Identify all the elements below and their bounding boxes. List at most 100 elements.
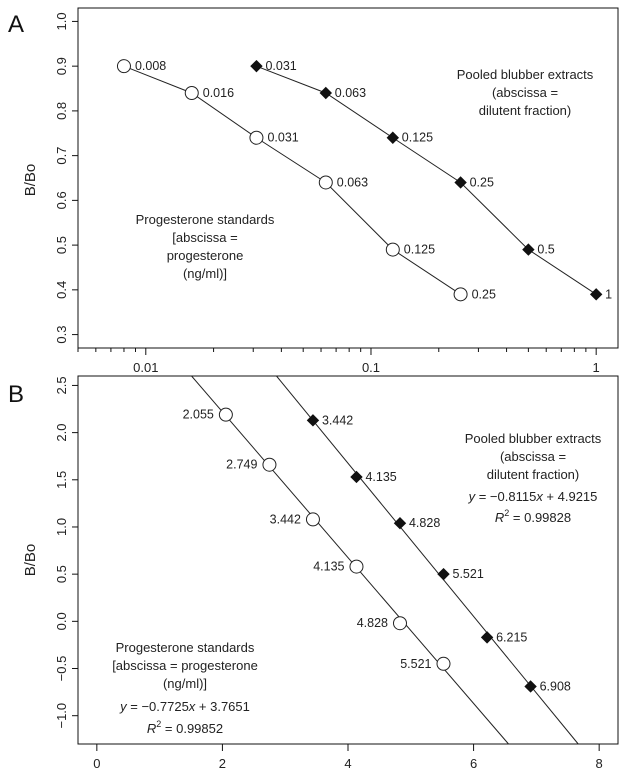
- panel-b-standards-equation: y = −0.7725x + 3.7651: [119, 699, 250, 714]
- b-series-1: 2.055 2.749 3.442 4.135 4.828 5.521: [183, 375, 509, 745]
- b-x-tick-label: 4: [344, 756, 351, 771]
- b-series-2: 3.442 4.135 4.828 5.521 6.215 6.908: [276, 375, 579, 745]
- panel-a-standards-line-4: (ng/ml)]: [183, 266, 227, 281]
- panel-b-standards-line-1: Progesterone standards: [116, 640, 255, 655]
- b-point-label: 5.521: [400, 657, 431, 671]
- b-y-tick-label: −1.0: [54, 703, 69, 729]
- b-filled-diamond-point: [306, 414, 320, 427]
- a-y-tick-label: 0.6: [54, 191, 69, 209]
- b-open-circle-point: [305, 512, 320, 527]
- b-filled-diamond-point: [480, 631, 494, 644]
- b-filled-diamond-point: [393, 516, 407, 530]
- panel-b-blubber-annotation: Pooled blubber extracts (abscissa = dilu…: [465, 431, 602, 525]
- a-filled-diamond-point: [250, 59, 263, 73]
- panel-b-y-axis-label: B/Bo: [22, 544, 39, 577]
- panel-a-standards-line-3: progesterone: [167, 248, 244, 263]
- a-point-label: 0.031: [267, 131, 298, 145]
- a-point-label: 0.5: [537, 243, 554, 257]
- b-open-circle-point: [436, 656, 451, 671]
- a-point-label: 0.25: [470, 175, 494, 189]
- a-point-label: 0.125: [404, 243, 435, 257]
- b-y-tick-label: 1.0: [54, 518, 69, 536]
- panel-a: A B/Bo 0.3 0.4 0.5 0.6 0.7 0.8 0.9 1.0 0.01 0.1 1…: [8, 7, 619, 375]
- a-series-line: [123, 65, 461, 295]
- panel-b-blubber-line-3: dilutent fraction): [487, 467, 580, 482]
- a-point-label: 0.063: [337, 175, 368, 189]
- a-x-tick-label: 0.1: [362, 360, 380, 375]
- a-point-label: 0.063: [335, 86, 366, 100]
- b-open-circle-point: [392, 616, 407, 631]
- panel-b-standards-r-squared: R2 = 0.99852: [147, 719, 223, 736]
- a-series-1: 0.008 0.016 0.031 0.063 0.125 0.25: [116, 59, 496, 302]
- panel-a-blubber-annotation: Pooled blubber extracts (abscissa = dilu…: [457, 67, 594, 118]
- b-point-label: 2.055: [183, 408, 214, 422]
- a-point-label: 0.008: [135, 59, 166, 73]
- b-open-circle-point: [218, 407, 233, 422]
- a-open-circle-point: [184, 86, 199, 100]
- a-point-label: 0.25: [472, 287, 496, 301]
- panel-b-series: 2.055 2.749 3.442 4.135 4.828 5.521 3.442 4.135…: [183, 375, 579, 745]
- b-point-label: 5.521: [453, 567, 484, 581]
- b-point-label: 3.442: [322, 413, 353, 427]
- b-filled-diamond-point: [350, 470, 363, 484]
- panel-b-blubber-r-squared: R2 = 0.99828: [495, 508, 571, 525]
- panel-a-blubber-line-3: dilutent fraction): [479, 103, 572, 118]
- b-x-tick-label: 6: [470, 756, 477, 771]
- a-y-tick-label: 0.9: [54, 57, 69, 75]
- a-x-tick-label: 1: [593, 360, 600, 375]
- a-open-circle-point: [249, 130, 264, 145]
- b-point-label: 4.135: [365, 470, 396, 484]
- panel-a-series: 0.0080.0160.0310.0630.1250.250.0310.0630…: [116, 59, 612, 302]
- b-point-label: 2.749: [226, 458, 257, 472]
- a-series-line: [256, 65, 597, 295]
- panel-a-plot-frame: [77, 7, 619, 349]
- a-filled-diamond-point: [319, 86, 333, 100]
- panel-a-standards-line-2: [abscissa =: [172, 230, 237, 245]
- panel-b-blubber-equation: y = −0.8115x + 4.9215: [468, 489, 598, 504]
- b-point-label: 4.828: [409, 516, 440, 530]
- panel-a-letter: A: [8, 11, 24, 38]
- panel-b-letter: B: [8, 381, 24, 408]
- panel-b-y-ticks: −1.0 −0.5 0.0 0.5 1.0 1.5 2.0 2.5: [54, 376, 78, 729]
- a-open-circle-point: [116, 59, 131, 74]
- a-filled-diamond-point: [386, 131, 400, 144]
- b-y-tick-label: 2.0: [54, 424, 69, 442]
- a-open-circle-point: [385, 242, 400, 257]
- a-open-circle-point: [453, 287, 468, 302]
- a-y-tick-label: 0.3: [54, 326, 69, 344]
- a-y-tick-label: 0.4: [54, 281, 69, 299]
- panel-a-blubber-line-1: Pooled blubber extracts: [457, 67, 594, 82]
- a-point-label: 0.125: [402, 131, 433, 145]
- b-point-label: 6.908: [540, 679, 571, 693]
- panel-b-standards-annotation: Progesterone standards [abscissa = proge…: [112, 640, 258, 736]
- a-series-2: 0.031 0.063 0.125 0.25 0.5 1: [250, 59, 612, 301]
- a-x-tick-label: 0.01: [133, 360, 158, 375]
- b-filled-diamond-point: [437, 567, 450, 581]
- a-filled-diamond-point: [522, 243, 535, 256]
- b-point-label: 4.135: [313, 560, 344, 574]
- panel-a-standards-annotation: Progesterone standards [abscissa = proge…: [136, 212, 275, 281]
- panel-a-y-axis-label: B/Bo: [22, 164, 39, 197]
- b-x-tick-label: 0: [93, 756, 100, 771]
- b-filled-diamond-point: [524, 680, 537, 693]
- b-y-tick-label: 2.5: [54, 376, 69, 394]
- panel-b-blubber-line-2: (abscissa =: [500, 449, 566, 464]
- a-filled-diamond-point: [589, 288, 603, 301]
- panel-b-blubber-line-1: Pooled blubber extracts: [465, 431, 602, 446]
- a-y-tick-label: 0.7: [54, 147, 69, 165]
- a-point-label: 0.031: [265, 59, 296, 73]
- panel-a-standards-line-1: Progesterone standards: [136, 212, 275, 227]
- a-point-label: 1: [605, 287, 612, 301]
- b-y-tick-label: 1.5: [54, 471, 69, 489]
- panel-b-standards-line-3: (ng/ml)]: [163, 676, 207, 691]
- b-point-label: 4.828: [357, 616, 388, 630]
- panel-a-blubber-line-2: (abscissa =: [492, 85, 558, 100]
- a-filled-diamond-point: [454, 176, 467, 189]
- a-point-label: 0.016: [203, 86, 234, 100]
- a-y-tick-label: 0.5: [54, 236, 69, 254]
- panel-b-x-ticks: 0 2 4 6 8: [93, 744, 603, 771]
- b-y-tick-label: −0.5: [54, 656, 69, 682]
- a-open-circle-point: [318, 175, 333, 190]
- b-fit-line: [191, 375, 509, 745]
